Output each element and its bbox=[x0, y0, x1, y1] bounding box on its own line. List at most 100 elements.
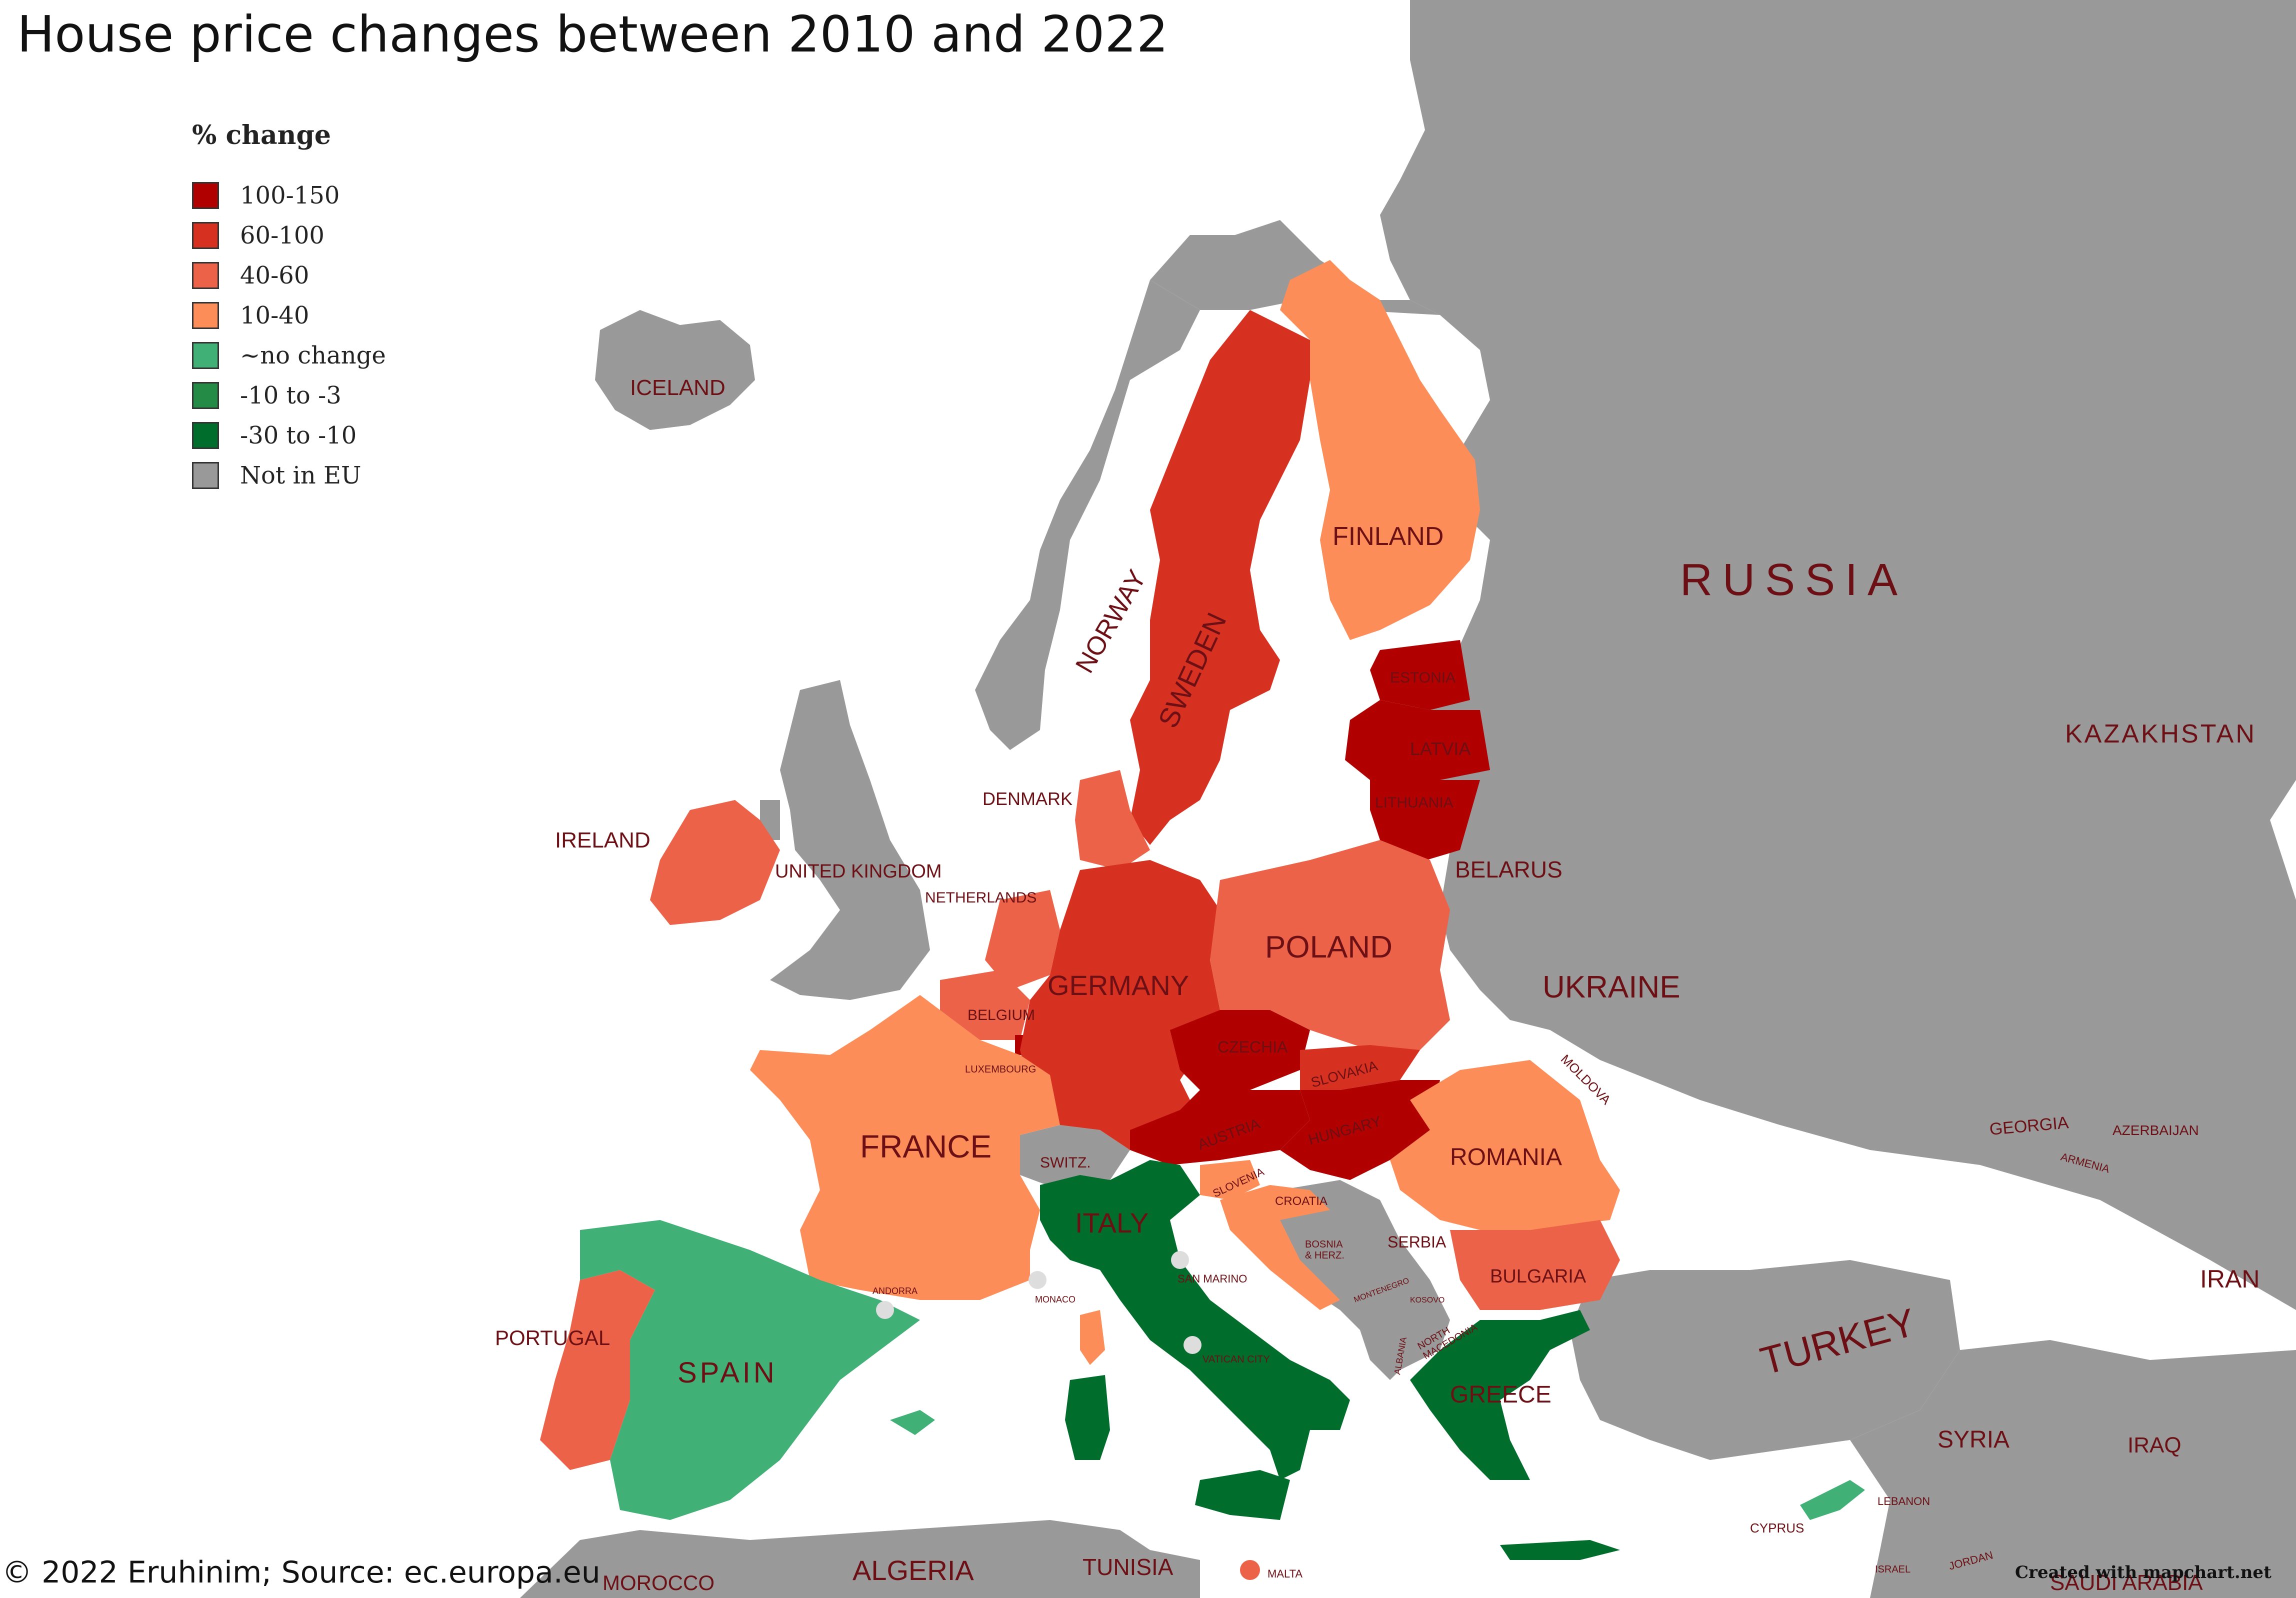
legend-title: % change bbox=[192, 120, 331, 150]
germany-shape bbox=[1020, 860, 1220, 1150]
label-monaco: MONACO bbox=[1035, 1294, 1076, 1304]
poland-shape bbox=[1210, 840, 1450, 1050]
label-uk: UNITED KINGDOM bbox=[775, 861, 942, 882]
slovenia-shape bbox=[1200, 1160, 1260, 1200]
label-iran: IRAN bbox=[2200, 1265, 2260, 1293]
legend: % change 100-150 60-100 40-60 10-40 ~no … bbox=[192, 120, 386, 496]
northern-coast bbox=[1150, 220, 1440, 315]
legend-swatch bbox=[192, 342, 219, 369]
france-shape bbox=[750, 995, 1060, 1300]
label-bosnia: BOSNIA & HERZ. bbox=[1305, 1239, 1344, 1261]
label-italy: ITALY bbox=[1075, 1207, 1148, 1238]
label-kazakhstan: KAZAKHSTAN bbox=[2065, 720, 2256, 748]
label-norway: NORWAY bbox=[1070, 565, 1152, 678]
label-kosovo: KOSOVO bbox=[1410, 1296, 1444, 1304]
label-iceland: ICELAND bbox=[630, 376, 726, 400]
legend-label: -10 to -3 bbox=[240, 382, 342, 410]
crete-shape bbox=[1500, 1540, 1620, 1560]
turkey-shape bbox=[1570, 1260, 1960, 1460]
legend-label: 100-150 bbox=[240, 182, 340, 210]
balkans-shape bbox=[1280, 1180, 1450, 1380]
label-spain: SPAIN bbox=[678, 1356, 778, 1389]
label-switzerland: SWITZ. bbox=[1040, 1154, 1091, 1171]
mapchart-credit: Created with mapchart.net bbox=[2015, 1562, 2272, 1582]
uk-shape bbox=[770, 680, 930, 1000]
legend-swatch bbox=[192, 302, 219, 329]
legend-swatch bbox=[192, 262, 219, 289]
eu-countries bbox=[540, 260, 1865, 1560]
corsica-shape bbox=[1080, 1310, 1105, 1365]
label-finland: FINLAND bbox=[1332, 522, 1444, 551]
croatia-shape bbox=[1220, 1185, 1340, 1310]
latvia-shape bbox=[1345, 700, 1490, 780]
microstates bbox=[876, 1251, 1202, 1354]
legend-label: -30 to -10 bbox=[240, 422, 357, 450]
label-lebanon: LEBANON bbox=[1878, 1495, 1930, 1508]
legend-item: 10-40 bbox=[192, 296, 386, 336]
malta-dot bbox=[1240, 1560, 1260, 1580]
greece-shape bbox=[1410, 1310, 1590, 1480]
non-eu-land bbox=[520, 0, 2296, 1598]
legend-label: 40-60 bbox=[240, 262, 310, 290]
legend-item: -10 to -3 bbox=[192, 376, 386, 416]
legend-label: 60-100 bbox=[240, 222, 324, 250]
north-africa-shape bbox=[520, 1520, 1200, 1598]
sweden-shape bbox=[1130, 310, 1310, 845]
belgium-shape bbox=[940, 970, 1030, 1040]
legend-label: 10-40 bbox=[240, 302, 310, 330]
label-portugal: PORTUGAL bbox=[495, 1326, 610, 1350]
finland-shape bbox=[1280, 260, 1480, 640]
label-iraq: IRAQ bbox=[2128, 1433, 2182, 1458]
label-luxembourg: LUXEMBOURG bbox=[965, 1064, 1036, 1075]
austria-shape bbox=[1130, 1090, 1310, 1165]
label-ireland: IRELAND bbox=[555, 828, 650, 852]
label-serbia: SERBIA bbox=[1388, 1233, 1446, 1251]
map-title: House price changes between 2010 and 202… bbox=[17, 5, 1168, 64]
middle-east-shape bbox=[1850, 1340, 2296, 1598]
label-andorra: ANDORRA bbox=[872, 1286, 918, 1296]
ireland-shape bbox=[650, 800, 780, 925]
bulgaria-shape bbox=[1450, 1220, 1620, 1310]
denmark-shape bbox=[1075, 770, 1150, 870]
legend-item: Not in EU bbox=[192, 456, 386, 496]
legend-swatch bbox=[192, 382, 219, 409]
andorra-dot bbox=[876, 1301, 894, 1319]
italy-shape bbox=[1040, 1160, 1350, 1480]
label-belarus: BELARUS bbox=[1455, 856, 1562, 882]
label-syria: SYRIA bbox=[1938, 1426, 2010, 1453]
label-belgium: BELGIUM bbox=[968, 1007, 1035, 1024]
vatican-dot bbox=[1184, 1336, 1202, 1354]
label-romania: ROMANIA bbox=[1450, 1144, 1562, 1170]
monaco-dot bbox=[1028, 1271, 1046, 1289]
balearic-shape bbox=[890, 1410, 935, 1435]
legend-swatch bbox=[192, 222, 219, 249]
label-morocco: MOROCCO bbox=[602, 1571, 714, 1594]
label-israel: ISRAEL bbox=[1875, 1564, 1910, 1575]
label-latvia: LATVIA bbox=[1410, 738, 1470, 759]
spain-shape bbox=[580, 1220, 920, 1520]
legend-swatch bbox=[192, 462, 219, 489]
iceland-shape bbox=[595, 310, 755, 430]
label-france: FRANCE bbox=[860, 1128, 992, 1164]
label-vatican: VATICAN CITY bbox=[1202, 1354, 1270, 1365]
label-azerbaijan: AZERBAIJAN bbox=[2112, 1122, 2199, 1138]
label-bulgaria: BULGARIA bbox=[1490, 1266, 1586, 1287]
legend-item: ~no change bbox=[192, 336, 386, 376]
label-lithuania: LITHUANIA bbox=[1375, 794, 1454, 811]
legend-label: Not in EU bbox=[240, 462, 362, 490]
cyprus-shape bbox=[1800, 1480, 1865, 1520]
label-czechia: CZECHIA bbox=[1218, 1038, 1288, 1056]
lithuania-shape bbox=[1370, 780, 1480, 865]
label-germany: GERMANY bbox=[1048, 970, 1189, 1001]
label-cyprus: CYPRUS bbox=[1750, 1520, 1804, 1536]
switzerland-shape bbox=[1020, 1125, 1130, 1190]
czechia-shape bbox=[1170, 1010, 1310, 1090]
label-algeria: ALGERIA bbox=[852, 1554, 974, 1586]
san-marino-dot bbox=[1171, 1251, 1189, 1269]
label-greece: GREECE bbox=[1450, 1382, 1552, 1408]
label-denmark: DENMARK bbox=[982, 788, 1072, 809]
legend-item: 40-60 bbox=[192, 256, 386, 296]
label-ukraine: UKRAINE bbox=[1542, 970, 1680, 1004]
estonia-shape bbox=[1370, 640, 1470, 710]
